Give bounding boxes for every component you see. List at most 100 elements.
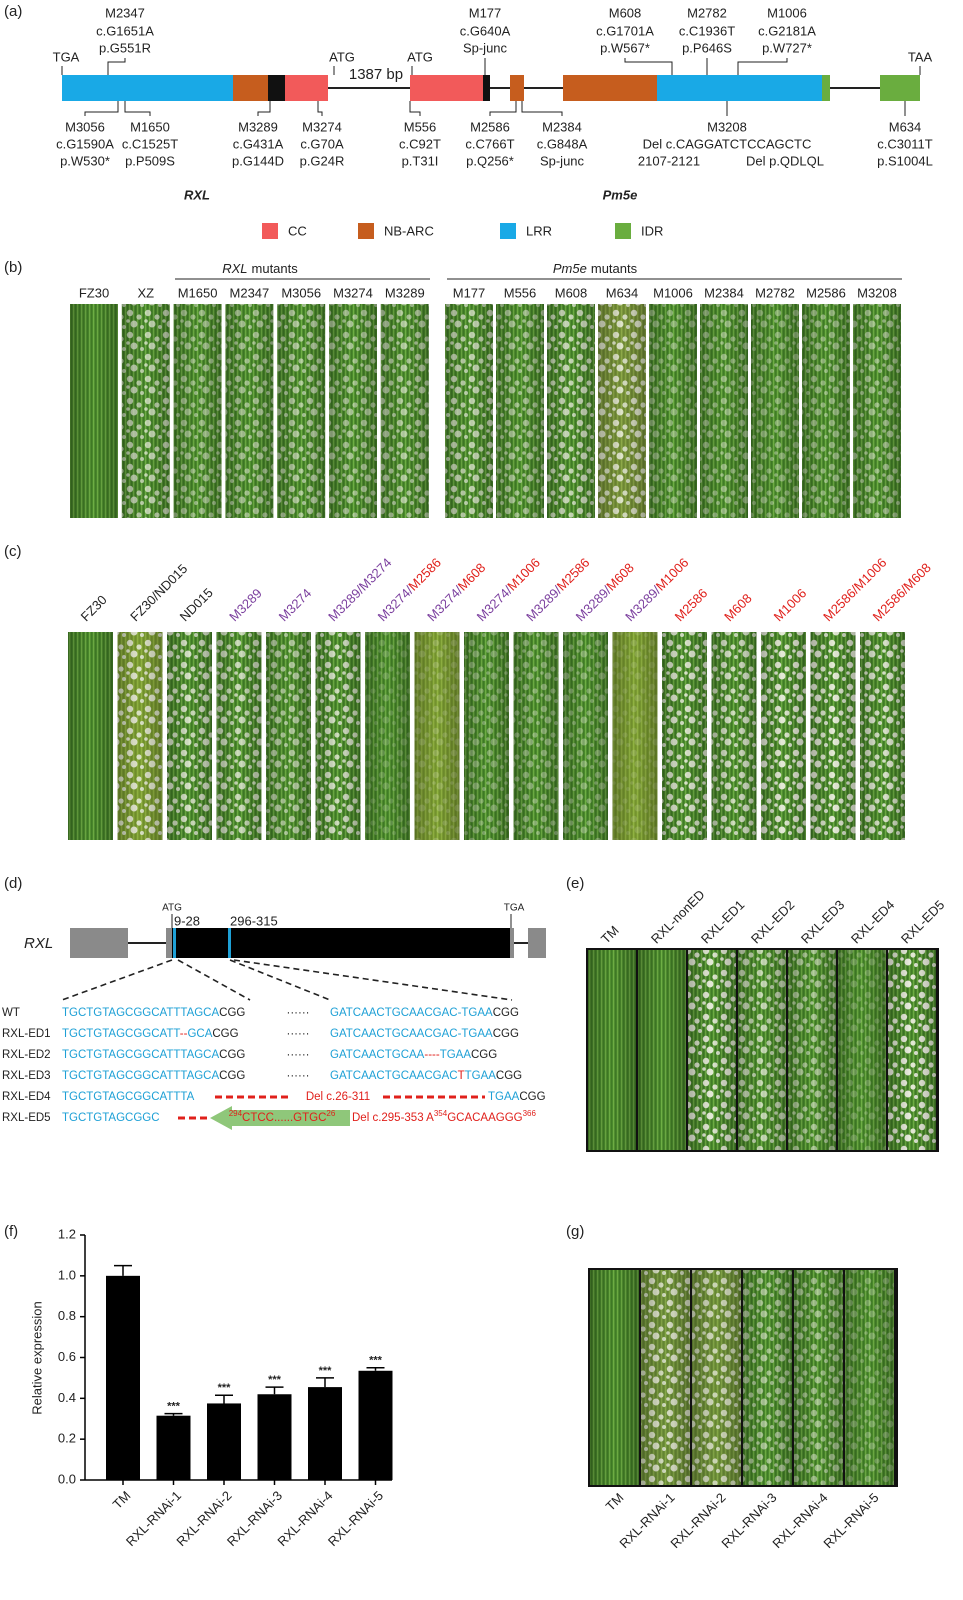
sequence-part: -- (180, 1028, 188, 1040)
sequence-part: ······ (287, 1028, 310, 1040)
row-name: RXL-ED5 (2, 1112, 51, 1124)
sequence-part: GATCAACTGCAACGAC (330, 1070, 458, 1082)
panel-label: (f) (4, 1223, 18, 1240)
bar (207, 1403, 241, 1480)
sequence-part: CGG (212, 1028, 238, 1040)
utr-block (528, 928, 546, 958)
codon-label: ATG (407, 49, 433, 64)
error-bar (215, 1394, 233, 1404)
label-part: M2586 (554, 555, 593, 594)
utr-block (70, 928, 128, 958)
row-name: RXL-ED3 (2, 1070, 51, 1082)
leaf-shade (794, 1270, 843, 1485)
sequence-part: GATCAACTGCAACGAC-TGAA (330, 1007, 493, 1019)
leaf-label: FZ30 (79, 285, 109, 300)
y-tick-label: 0.6 (58, 1349, 76, 1364)
target-site (173, 928, 176, 958)
row-name: RXL-ED2 (2, 1049, 51, 1061)
sequence: TGCTGTAGCGGCATTTAGCACGG (62, 1049, 245, 1061)
mutation-id: M3208 (707, 119, 747, 134)
mutation-id: M2384 (542, 119, 582, 134)
leaf-label: M1650 (178, 285, 218, 300)
leaf-shade (167, 632, 212, 840)
target-label: 296-315 (230, 913, 278, 928)
mutation-detail: p.S1004L (877, 153, 933, 168)
leaf-shade (662, 632, 707, 840)
mutation-marker (624, 58, 673, 75)
mutation-marker (317, 101, 323, 116)
leaf-shade (641, 1270, 690, 1485)
bar (257, 1394, 292, 1480)
leaf-label: RXL-ED4 (848, 897, 897, 946)
bar (156, 1415, 191, 1480)
mutation-detail: c.C1936T (679, 23, 735, 38)
exon-block (172, 928, 510, 958)
mutation-detail: c.G1590A (56, 136, 114, 151)
leaf-shade (810, 632, 856, 840)
leaf-shade (329, 304, 377, 518)
legend-swatch (358, 223, 374, 239)
gene-name: Pm5e (603, 187, 638, 202)
legend-swatch (262, 223, 278, 239)
mutation-detail: c.G70A (300, 136, 344, 151)
group-title: Pm5e mutants (553, 261, 638, 276)
leaf-shade (225, 304, 274, 518)
mutation-detail: Del c.CAGGATCTCCAGCTC (643, 136, 812, 151)
leaf-shade (598, 304, 646, 518)
superscript: 366 (523, 1109, 537, 1118)
leaf-shade (216, 632, 262, 840)
leaf-shade (513, 632, 559, 840)
leaf-shade (838, 950, 886, 1150)
legend-label: IDR (641, 223, 663, 238)
group-gene: RXL (222, 261, 247, 276)
group-word: mutants (252, 261, 299, 276)
sequence: Del c.295-353 A354GCACAAGGG366 (352, 1109, 537, 1124)
domain-block (285, 75, 328, 101)
leaf-shade (70, 304, 118, 518)
sequence: TGCTGTAGCGGCATTTAGCACGG (62, 1070, 245, 1082)
superscript: 294 (229, 1109, 243, 1118)
mutation-marker (489, 101, 517, 116)
leaf-label: M2384 (704, 285, 744, 300)
sequence-part: TGCTGTAGCGGCATTTAGCA (62, 1007, 219, 1019)
domain-block (563, 75, 657, 101)
domain-block (880, 75, 920, 101)
y-tick-label: 0.4 (58, 1390, 76, 1405)
zoom-line (233, 959, 513, 1001)
y-tick-label: 0.8 (58, 1308, 76, 1323)
mutation-id: M608 (609, 5, 642, 20)
mutation-detail: c.G1651A (96, 23, 154, 38)
sequence-part: TGCTGTAGCGGCATTTAGCA (62, 1049, 219, 1061)
leaf-shade (692, 1270, 741, 1485)
inversion-arrow (210, 1106, 350, 1130)
leaf-shade (888, 950, 936, 1150)
sequence: TGCTGTAGCGGCATTTAGCACGG (62, 1007, 245, 1019)
leaf-label: M1006 (771, 586, 810, 625)
sequence-part: CGG (471, 1049, 497, 1061)
bar (358, 1370, 393, 1480)
legend-swatch (615, 223, 631, 239)
leaf-shade (711, 632, 757, 840)
gene-name: RXL (184, 187, 210, 202)
significance: *** (319, 1365, 333, 1377)
domain-block (268, 75, 285, 101)
y-tick-label: 0.0 (58, 1471, 76, 1486)
mutation-marker (409, 101, 421, 116)
mutation-detail: c.G431A (233, 136, 284, 151)
panel-label: (d) (4, 875, 22, 892)
sequence: GATCAACTGCAACGAC-TGAACGG (330, 1028, 519, 1040)
mutation-detail: c.C3011T (877, 136, 932, 151)
leaf-shade (464, 632, 509, 840)
mutation-detail: Sp-junc (540, 153, 585, 168)
leaf-label: M3208 (857, 285, 897, 300)
mutation-detail: p.G144D (232, 153, 284, 168)
y-tick-label: 1.2 (58, 1226, 76, 1241)
zoom-line (229, 959, 331, 1001)
codon-label: ATG (329, 49, 355, 64)
mutation-id: M634 (889, 119, 922, 134)
mutation-detail: c.C92T (399, 136, 441, 151)
sequence-part: TGCTGTAGCGGCATT (62, 1028, 180, 1040)
label-part: M3274 (276, 586, 315, 625)
